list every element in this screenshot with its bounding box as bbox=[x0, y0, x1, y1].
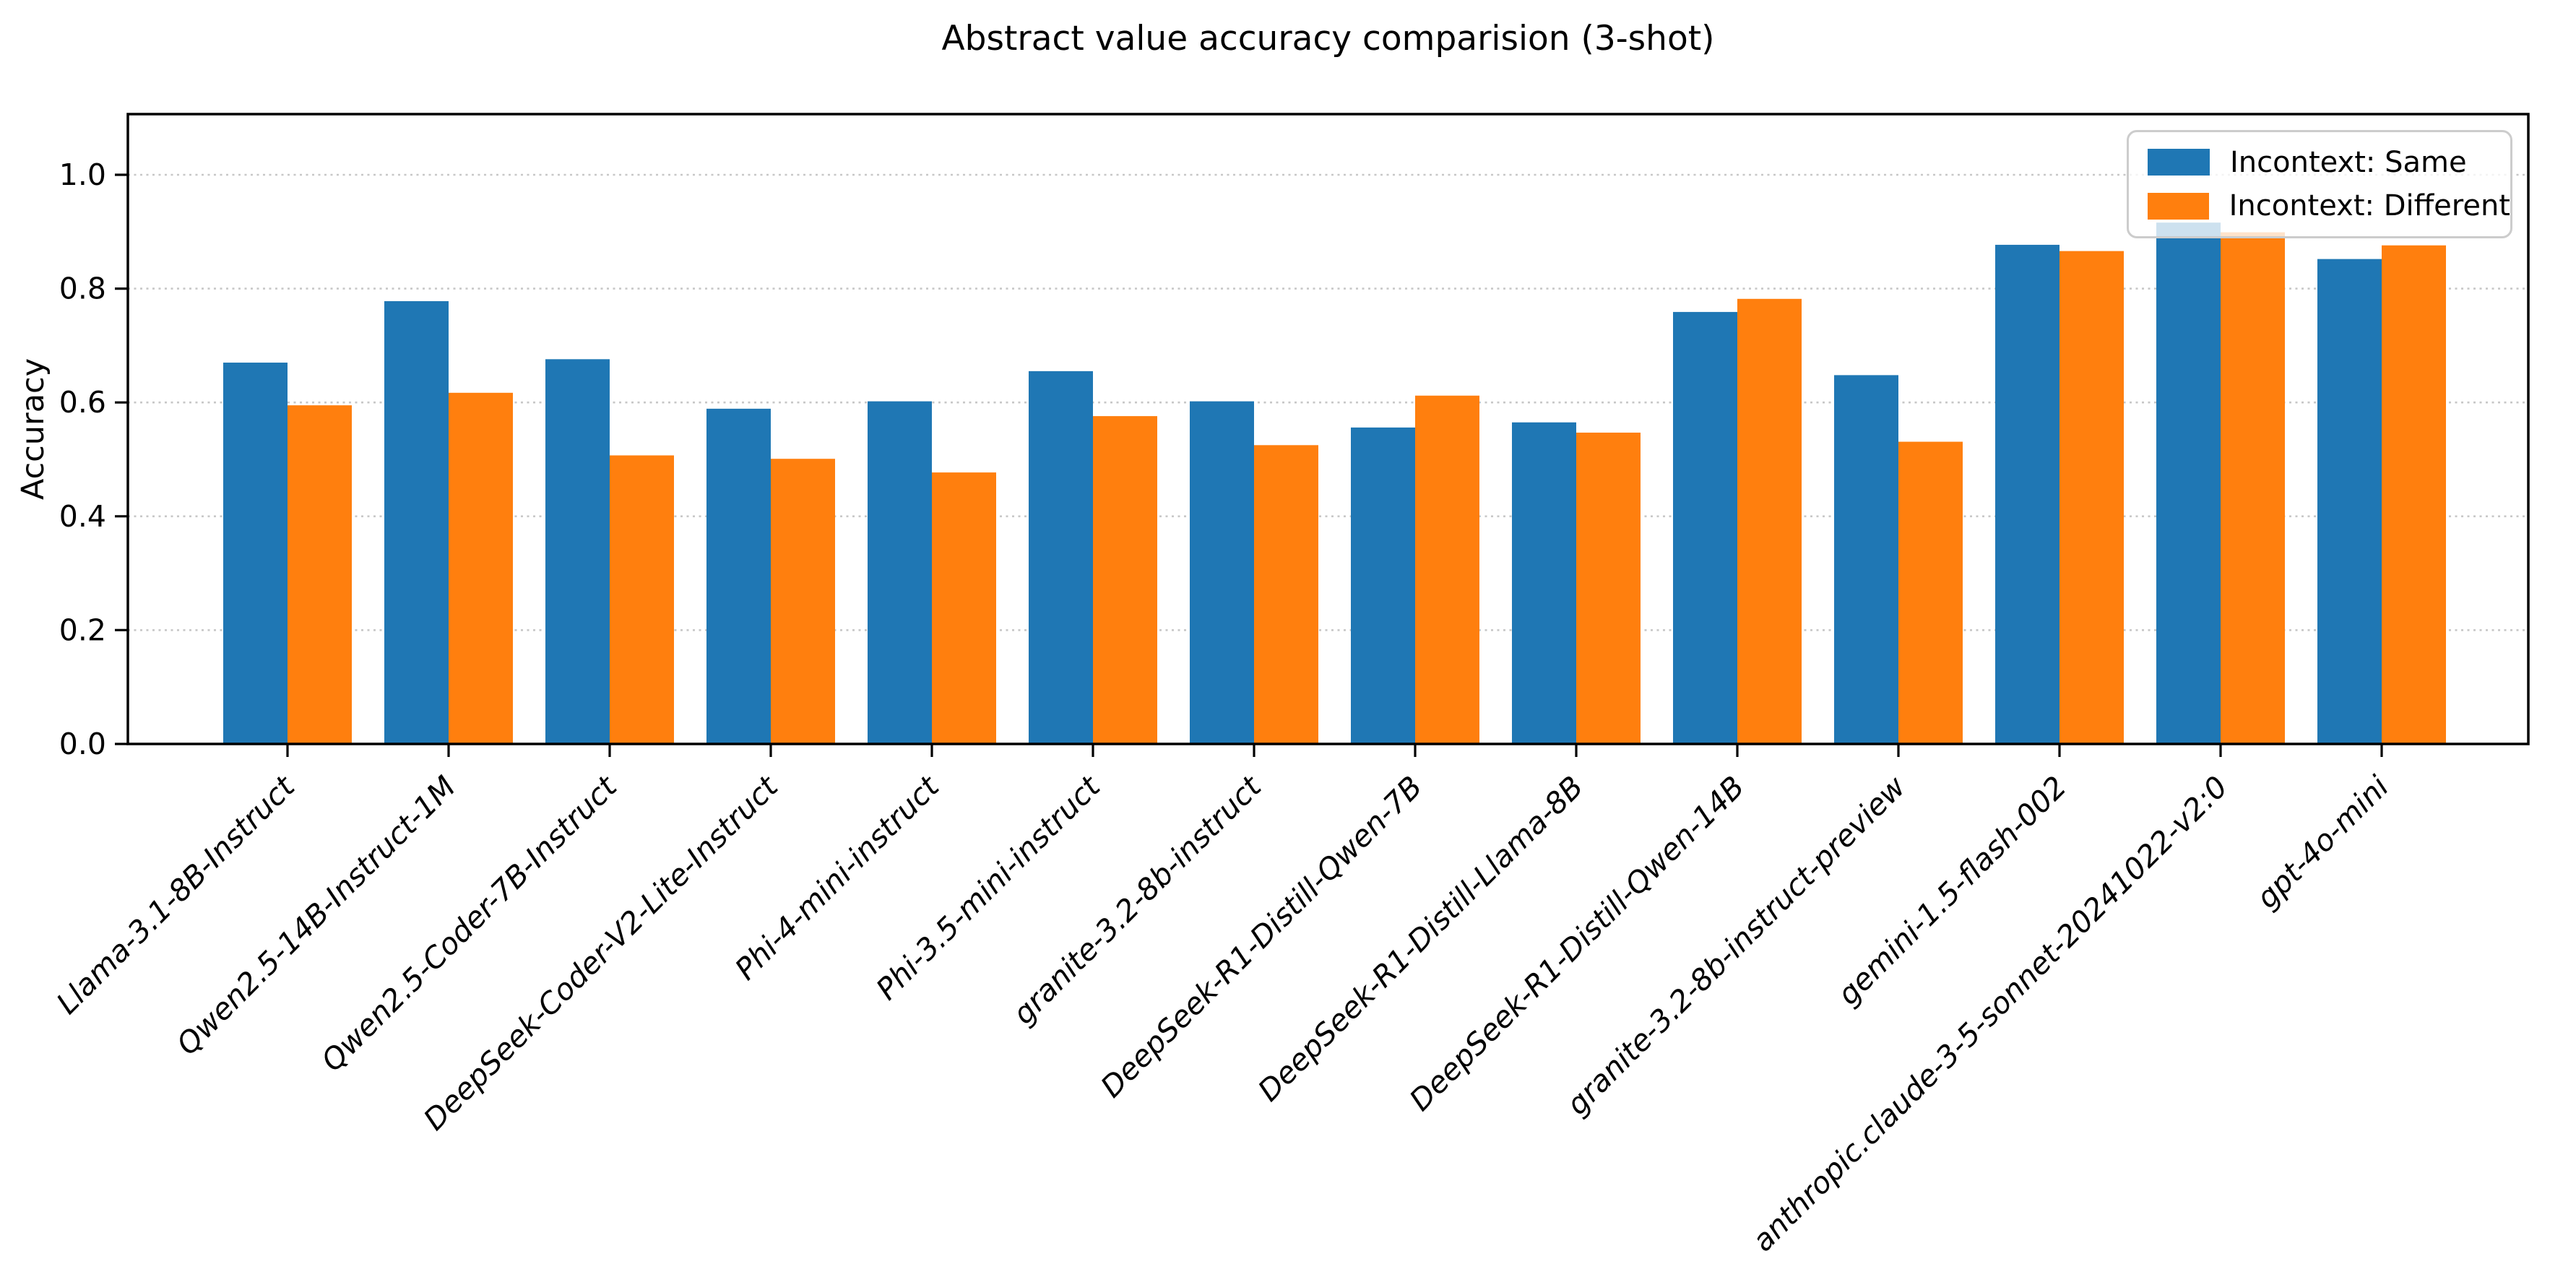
bar bbox=[1093, 416, 1157, 744]
y-tick-label: 1.0 bbox=[59, 157, 106, 192]
bar bbox=[1254, 445, 1318, 744]
bar bbox=[2156, 222, 2221, 744]
chart-title: Abstract value accuracy comparision (3-s… bbox=[941, 19, 1715, 59]
bar bbox=[771, 459, 835, 744]
x-tick-label: DeepSeek-R1-Distill-Qwen-7B bbox=[1094, 769, 1429, 1104]
bars-incontext-different bbox=[288, 232, 2446, 744]
bar bbox=[1029, 371, 1093, 744]
legend-label-different: Incontext: Different bbox=[2229, 189, 2510, 223]
bar bbox=[610, 455, 674, 744]
bar bbox=[2059, 251, 2124, 744]
bar bbox=[932, 472, 996, 744]
x-tick-label: DeepSeek-R1-Distill-Llama-8B bbox=[1251, 769, 1590, 1108]
bar bbox=[1415, 395, 1479, 744]
bar bbox=[2221, 232, 2285, 744]
legend-swatch-same-icon bbox=[2148, 149, 2210, 176]
x-tick-label: DeepSeek-Coder-V2-Lite-Instruct bbox=[417, 769, 785, 1137]
bar bbox=[1995, 244, 2059, 744]
bar bbox=[223, 363, 288, 744]
legend-item-different: Incontext: Different bbox=[2148, 189, 2510, 222]
legend-item-same: Incontext: Same bbox=[2148, 146, 2510, 179]
bar bbox=[545, 359, 610, 744]
y-tick-label: 0.8 bbox=[59, 272, 106, 306]
bar bbox=[868, 401, 932, 744]
bar bbox=[1190, 401, 1254, 744]
bars-incontext-same bbox=[223, 222, 2382, 745]
bar bbox=[2317, 259, 2382, 744]
x-tick-label: Qwen2.5-Coder-7B-Instruct bbox=[315, 769, 625, 1078]
x-tick-label: Qwen2.5-14B-Instruct-1M bbox=[170, 769, 462, 1062]
x-tick-label: gpt-4o-mini bbox=[2249, 769, 2395, 915]
bar bbox=[1898, 441, 1963, 744]
bar bbox=[384, 300, 449, 744]
legend: Incontext: Same Incontext: Different bbox=[2127, 130, 2512, 238]
bar bbox=[2382, 245, 2446, 744]
legend-swatch-different-icon bbox=[2148, 192, 2209, 220]
legend-label-same: Incontext: Same bbox=[2230, 145, 2467, 179]
y-tick-label: 0.6 bbox=[59, 385, 106, 420]
bar bbox=[288, 405, 352, 744]
axes-spines bbox=[126, 113, 2530, 745]
bar bbox=[1673, 311, 1737, 745]
x-tick-labels: Llama-3.1-8B-InstructQwen2.5-14B-Instruc… bbox=[50, 769, 2396, 1258]
bar bbox=[449, 392, 513, 744]
bar bbox=[1512, 422, 1576, 744]
gridlines bbox=[128, 173, 2528, 631]
x-tick-label: granite-3.2-8b-instruct-preview bbox=[1560, 769, 1912, 1122]
bar bbox=[1576, 432, 1641, 744]
y-tick-label: 0.0 bbox=[59, 727, 106, 761]
y-tick-labels: 0.0 0.2 0.4 0.6 0.8 1.0 bbox=[59, 157, 106, 761]
ticks bbox=[115, 173, 2383, 757]
x-tick-label: DeepSeek-R1-Distill-Qwen-14B bbox=[1403, 769, 1751, 1117]
bar bbox=[1351, 427, 1415, 744]
y-tick-label: 0.2 bbox=[59, 612, 106, 647]
y-tick-label: 0.4 bbox=[59, 499, 106, 534]
bar bbox=[1834, 375, 1898, 744]
bar bbox=[1737, 298, 1802, 744]
bar bbox=[706, 408, 771, 744]
